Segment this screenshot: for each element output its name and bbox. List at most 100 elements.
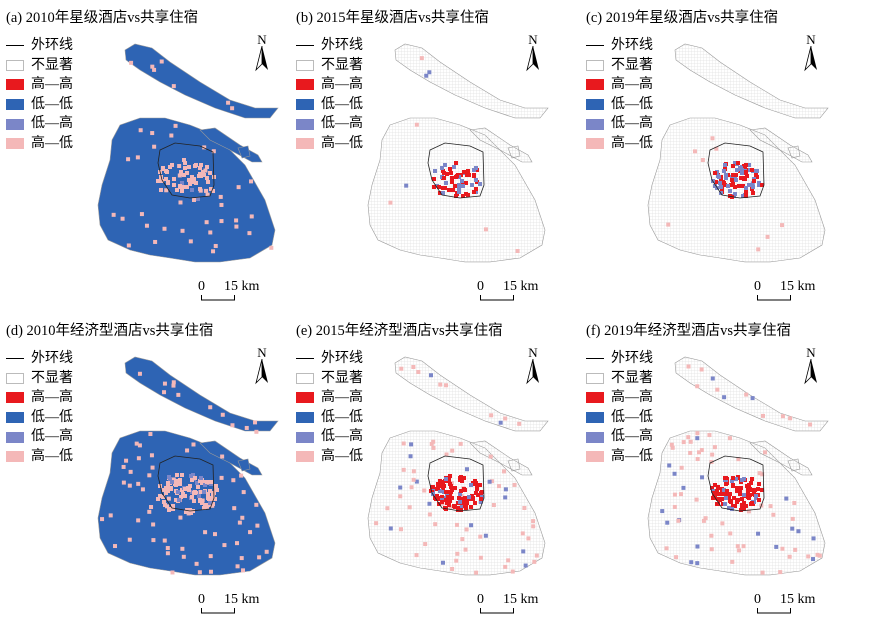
map-cell [780, 414, 785, 419]
cluster-cell [457, 183, 461, 187]
cluster-cell [729, 500, 733, 504]
cluster-cell [757, 482, 761, 486]
cluster-cell [156, 179, 160, 183]
legend-swatch [586, 118, 604, 130]
map-cell [162, 381, 167, 386]
scale-zero: 0 [477, 592, 484, 607]
map-cell [712, 445, 717, 450]
scale-value: 15 km [224, 592, 260, 607]
cluster-cell [183, 166, 187, 170]
legend-label: 外环线 [31, 38, 73, 53]
scale-zero: 0 [754, 279, 761, 294]
legend-item: 不显著 [296, 369, 363, 389]
chongming-island [394, 356, 549, 432]
legend-label: 高—低 [611, 135, 653, 151]
cluster-cell [438, 489, 442, 493]
map-cell [129, 60, 134, 65]
map-cell [177, 164, 182, 169]
cluster-cell [457, 496, 461, 500]
cluster-cell [443, 163, 447, 167]
cluster-cell [464, 181, 468, 185]
map-cell [774, 544, 779, 549]
cluster-cell [169, 487, 173, 491]
cluster-cell [731, 164, 735, 168]
legend-item: 高—高 [586, 388, 653, 408]
map-cell [374, 521, 379, 526]
map-cell [741, 544, 746, 549]
map-cell [458, 441, 463, 446]
cluster-cell [199, 163, 203, 167]
cluster-cell [202, 506, 206, 510]
cluster-cell [751, 185, 755, 189]
map-cell [213, 243, 218, 248]
map-cell [670, 445, 675, 450]
map-cell [121, 480, 126, 485]
legend: 外环线 不显著 高—高 低—低 低—高 高—低 [6, 349, 73, 467]
cluster-cell [160, 179, 164, 183]
cluster-cell [725, 489, 729, 493]
map-panel-a: (a) 2010年星级酒店vs共享住宿 外环线 不显著 高—高 低—低 低—高 高—低 N… [0, 0, 290, 313]
map-cell [148, 432, 153, 437]
cluster-cell [731, 484, 735, 488]
cluster-cell [441, 480, 445, 484]
cluster-cell [456, 508, 460, 512]
cluster-cell [184, 510, 188, 514]
cluster-cell [730, 479, 734, 483]
legend-swatch [296, 99, 314, 111]
cluster-cell [187, 488, 191, 492]
cluster-cell [469, 505, 473, 509]
legend-label: 低—高 [31, 429, 73, 445]
map-cell [478, 500, 483, 505]
legend-label: 低—低 [321, 409, 363, 425]
legend-item: 不显著 [6, 369, 73, 389]
cluster-cell [185, 171, 189, 175]
map-cell [147, 473, 152, 478]
cluster-cell [750, 501, 754, 505]
map-cell [510, 569, 515, 574]
cluster-cell [175, 473, 179, 477]
scale-zero: 0 [198, 279, 205, 294]
legend-swatch [586, 79, 604, 91]
map-cell [409, 442, 414, 447]
legend-item: 外环线 [586, 349, 653, 369]
map-cell [219, 475, 224, 480]
map-cell [520, 531, 525, 536]
cluster-cell [710, 486, 714, 490]
map-cell [709, 547, 714, 552]
cluster-cell [201, 170, 205, 174]
scale-bar-line [480, 295, 514, 301]
legend-item: 不显著 [296, 56, 363, 76]
cluster-cell [211, 493, 215, 497]
cluster-cell [728, 189, 732, 193]
cluster-cell [755, 169, 759, 173]
cluster-cell [183, 487, 187, 491]
cluster-cell [208, 171, 212, 175]
map-cell [185, 448, 190, 453]
legend-label: 低—低 [611, 409, 653, 425]
map-cell [720, 521, 725, 526]
map-cell [746, 509, 751, 514]
cluster-cell [461, 194, 465, 198]
panel-title: (c) 2019年星级酒店vs共享住宿 [586, 10, 779, 26]
hengsha-island [787, 458, 801, 472]
map-cell [108, 513, 113, 518]
cluster-cell [182, 173, 186, 177]
legend-label: 低—高 [611, 429, 653, 445]
cluster-cell [450, 176, 454, 180]
cluster-cell [440, 166, 444, 170]
cluster-cell [199, 490, 203, 494]
map-cell [429, 441, 434, 446]
map-cell [170, 570, 175, 575]
map-cell [438, 382, 443, 387]
map-cell [127, 537, 132, 542]
cluster-cell [198, 498, 202, 502]
map-cell [126, 243, 131, 248]
cluster-cell [205, 505, 209, 509]
map-cell [165, 546, 170, 551]
map-cell [695, 561, 700, 566]
cluster-cell [205, 165, 209, 169]
cluster-cell [741, 194, 745, 198]
cluster-cell [754, 494, 758, 498]
map-cell [169, 133, 174, 138]
cluster-cell [211, 502, 215, 506]
